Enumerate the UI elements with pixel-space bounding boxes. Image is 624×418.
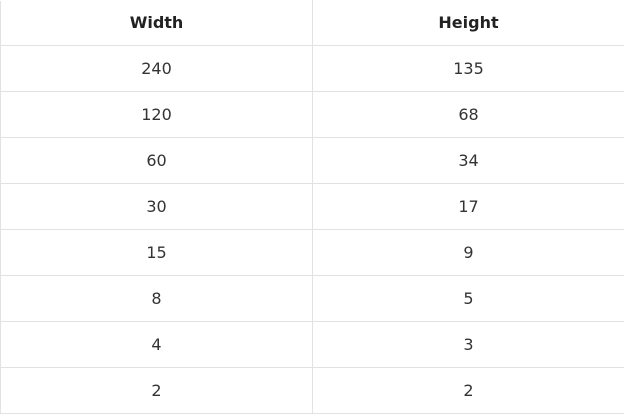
height-cell: 135	[312, 45, 624, 92]
height-cell: 17	[312, 183, 624, 230]
width-cell: 4	[0, 321, 313, 368]
table-row: 60 34	[0, 137, 624, 184]
table-header-row: Width Height	[0, 0, 624, 46]
width-cell: 240	[0, 45, 313, 92]
table-row: 4 3	[0, 321, 624, 368]
height-cell: 2	[312, 367, 624, 414]
column-header-width: Width	[0, 0, 313, 46]
table-row: 8 5	[0, 275, 624, 322]
table-row: 120 68	[0, 91, 624, 138]
table-row: 30 17	[0, 183, 624, 230]
width-cell: 60	[0, 137, 313, 184]
height-cell: 3	[312, 321, 624, 368]
width-cell: 15	[0, 229, 313, 276]
width-cell: 2	[0, 367, 313, 414]
width-cell: 120	[0, 91, 313, 138]
height-cell: 9	[312, 229, 624, 276]
table-row: 240 135	[0, 45, 624, 92]
height-cell: 34	[312, 137, 624, 184]
width-cell: 30	[0, 183, 313, 230]
height-cell: 68	[312, 91, 624, 138]
height-cell: 5	[312, 275, 624, 322]
width-cell: 8	[0, 275, 313, 322]
table-row: 15 9	[0, 229, 624, 276]
column-header-height: Height	[312, 0, 624, 46]
table-row: 2 2	[0, 367, 624, 414]
